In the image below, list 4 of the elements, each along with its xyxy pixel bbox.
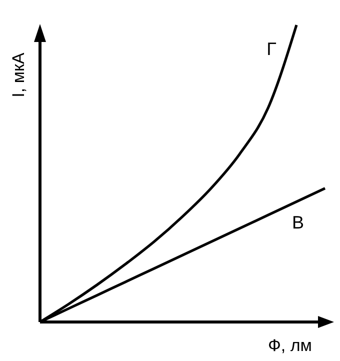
y-axis-title: I, мкА — [9, 52, 28, 98]
series-label: В — [292, 212, 304, 232]
x-axis-title: Ф, лм — [268, 336, 312, 355]
series-label: Г — [266, 39, 277, 59]
